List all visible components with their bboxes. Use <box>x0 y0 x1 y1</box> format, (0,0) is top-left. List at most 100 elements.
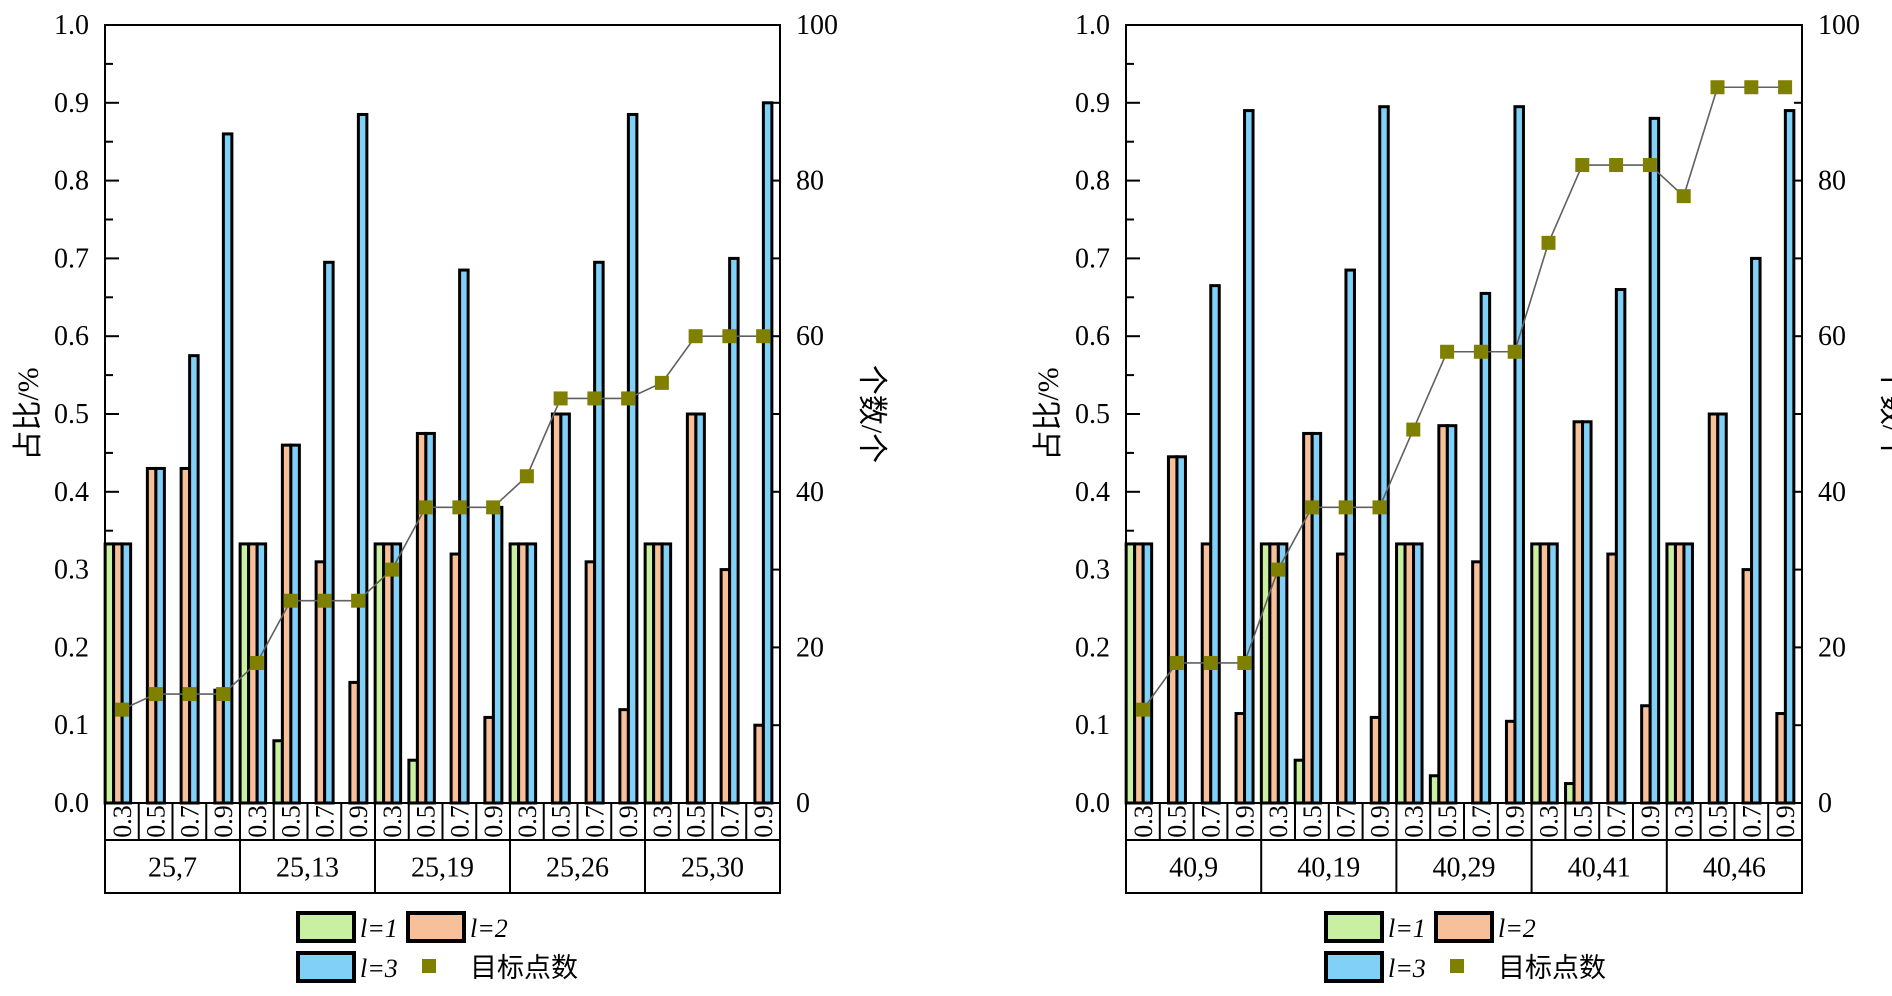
target-point <box>351 593 366 608</box>
legend-swatch-1 <box>1434 911 1494 943</box>
left-axis-title: 占比/% <box>1032 367 1065 460</box>
target-point <box>1372 500 1387 515</box>
subcategory-label: 0.3 <box>378 805 407 838</box>
bar-l3 <box>1716 412 1728 805</box>
left-tick-label: 0.4 <box>1075 477 1110 508</box>
bar-l3 <box>525 542 538 805</box>
bar-l3 <box>458 268 470 805</box>
target-point <box>1609 158 1624 173</box>
subcategory-label: 0.7 <box>445 805 474 838</box>
subcategory-label: 0.3 <box>1535 805 1564 838</box>
subcategory-label: 0.3 <box>513 805 542 838</box>
left-tick-label: 0.0 <box>54 788 89 819</box>
target-point <box>1778 80 1793 95</box>
subcategory-label: 0.5 <box>1163 805 1192 838</box>
chart-panel-left: 0.0 0.1 0.2 0.3 0.4 0.5 0.6 0.7 0.8 0.9 1.0 0 20 40 60… <box>12 10 888 983</box>
bar-l3 <box>323 260 335 805</box>
target-point <box>1169 655 1184 670</box>
subcategory-label: 0.3 <box>1129 805 1158 838</box>
bars <box>103 101 774 805</box>
bar-l3 <box>1479 291 1492 805</box>
legend-label-1: l=2 <box>1498 914 1536 943</box>
subcategory-label: 0.9 <box>479 805 508 838</box>
bar-l3 <box>1513 105 1525 805</box>
target-point <box>519 469 534 484</box>
left-tick-label: 0.1 <box>1075 710 1110 741</box>
bar-l3 <box>1412 542 1424 805</box>
legend-swatch-0 <box>296 911 356 943</box>
target-point <box>249 655 264 670</box>
left-tick-label: 0.2 <box>1075 632 1110 663</box>
subcategory-label: 0.9 <box>1230 805 1259 838</box>
target-point <box>148 687 163 702</box>
left-tick-label: 1.0 <box>1075 10 1110 41</box>
group-label: 25,30 <box>681 853 744 884</box>
subcategory-label: 0.9 <box>1636 805 1665 838</box>
right-tick-labels: 0 20 40 60 80 100 <box>796 10 838 819</box>
bar-l3 <box>1547 542 1559 805</box>
bar-l3 <box>1682 542 1694 805</box>
bar-l3 <box>1141 542 1154 805</box>
target-point <box>1575 158 1590 173</box>
legend-swatch-1 <box>406 911 466 943</box>
subcategory-label: 0.3 <box>1399 805 1428 838</box>
subcategory-label: 0.7 <box>580 805 609 838</box>
subcategory-label: 0.5 <box>1704 805 1733 838</box>
target-point <box>114 702 129 717</box>
left-tick-label: 0.5 <box>54 399 89 430</box>
left-tick-label: 0.7 <box>54 243 89 274</box>
target-point <box>216 687 231 702</box>
legend-label-0: l=1 <box>360 914 398 943</box>
right-axis-title: 个数/个 <box>855 365 888 463</box>
subcategory-label: 0.9 <box>614 805 643 838</box>
right-axis-title: 个数/个 <box>1876 365 1892 463</box>
target-point <box>722 329 737 344</box>
group-label: 40,9 <box>1169 853 1218 884</box>
left-tick-labels: 0.0 0.1 0.2 0.3 0.4 0.5 0.6 0.7 0.8 0.9 1.0 <box>54 10 89 819</box>
legend-swatch-0 <box>1324 911 1384 943</box>
legend-swatch-2 <box>296 951 356 983</box>
subcategory-label: 0.5 <box>412 805 441 838</box>
target-series <box>1135 80 1793 717</box>
target-point <box>1642 158 1657 173</box>
subcategory-label: 0.7 <box>1467 805 1496 838</box>
subcategory-label: 0.5 <box>547 805 576 838</box>
bar-l3 <box>761 101 774 805</box>
right-tick-label: 60 <box>796 321 824 352</box>
right-tick-label: 0 <box>1818 788 1832 819</box>
subcategory-label: 0.9 <box>209 805 238 838</box>
bar-l3 <box>154 466 166 805</box>
category-table: 0.3 0.5 0.7 0.925,70.3 0.5 0.7 0.925,130.3 0.5 0… <box>104 802 781 894</box>
left-tick-label: 0.8 <box>54 166 89 197</box>
left-tick-label: 0.1 <box>54 710 89 741</box>
subcategory-label: 0.9 <box>1501 805 1530 838</box>
subcategory-label: 0.9 <box>1366 805 1395 838</box>
bar-l3 <box>660 542 673 805</box>
bar-l3 <box>1614 288 1627 805</box>
target-point <box>1710 80 1725 95</box>
target-point <box>1135 702 1150 717</box>
left-tick-label: 0.0 <box>1075 788 1110 819</box>
target-point <box>1541 235 1556 250</box>
left-axis-title: 占比/% <box>12 367 45 460</box>
subcategory-label: 0.5 <box>277 805 306 838</box>
target-point <box>1440 344 1455 359</box>
left-tick-labels: 0.0 0.1 0.2 0.3 0.4 0.5 0.6 0.7 0.8 0.9 1.0 <box>1075 10 1110 819</box>
bar-l3 <box>1378 105 1390 805</box>
group-label: 40,41 <box>1568 853 1631 884</box>
left-tick-label: 1.0 <box>54 10 89 41</box>
target-point <box>452 500 467 515</box>
chart-panel-right: 0.0 0.1 0.2 0.3 0.4 0.5 0.6 0.7 0.8 0.9 1.0 0 20 40 60… <box>1032 10 1892 983</box>
left-tick-label: 0.7 <box>1075 243 1110 274</box>
subcategory-label: 0.3 <box>648 805 677 838</box>
subcategory-label: 0.7 <box>1197 805 1226 838</box>
group-label: 25,26 <box>546 853 609 884</box>
subcategory-label: 0.3 <box>243 805 272 838</box>
legend-label-2: l=3 <box>360 954 398 983</box>
bar-l3 <box>491 505 504 805</box>
bar-l3 <box>356 112 369 805</box>
bar-l3 <box>390 542 403 805</box>
bar-l3 <box>1750 256 1762 805</box>
subcategory-label: 0.5 <box>682 805 711 838</box>
